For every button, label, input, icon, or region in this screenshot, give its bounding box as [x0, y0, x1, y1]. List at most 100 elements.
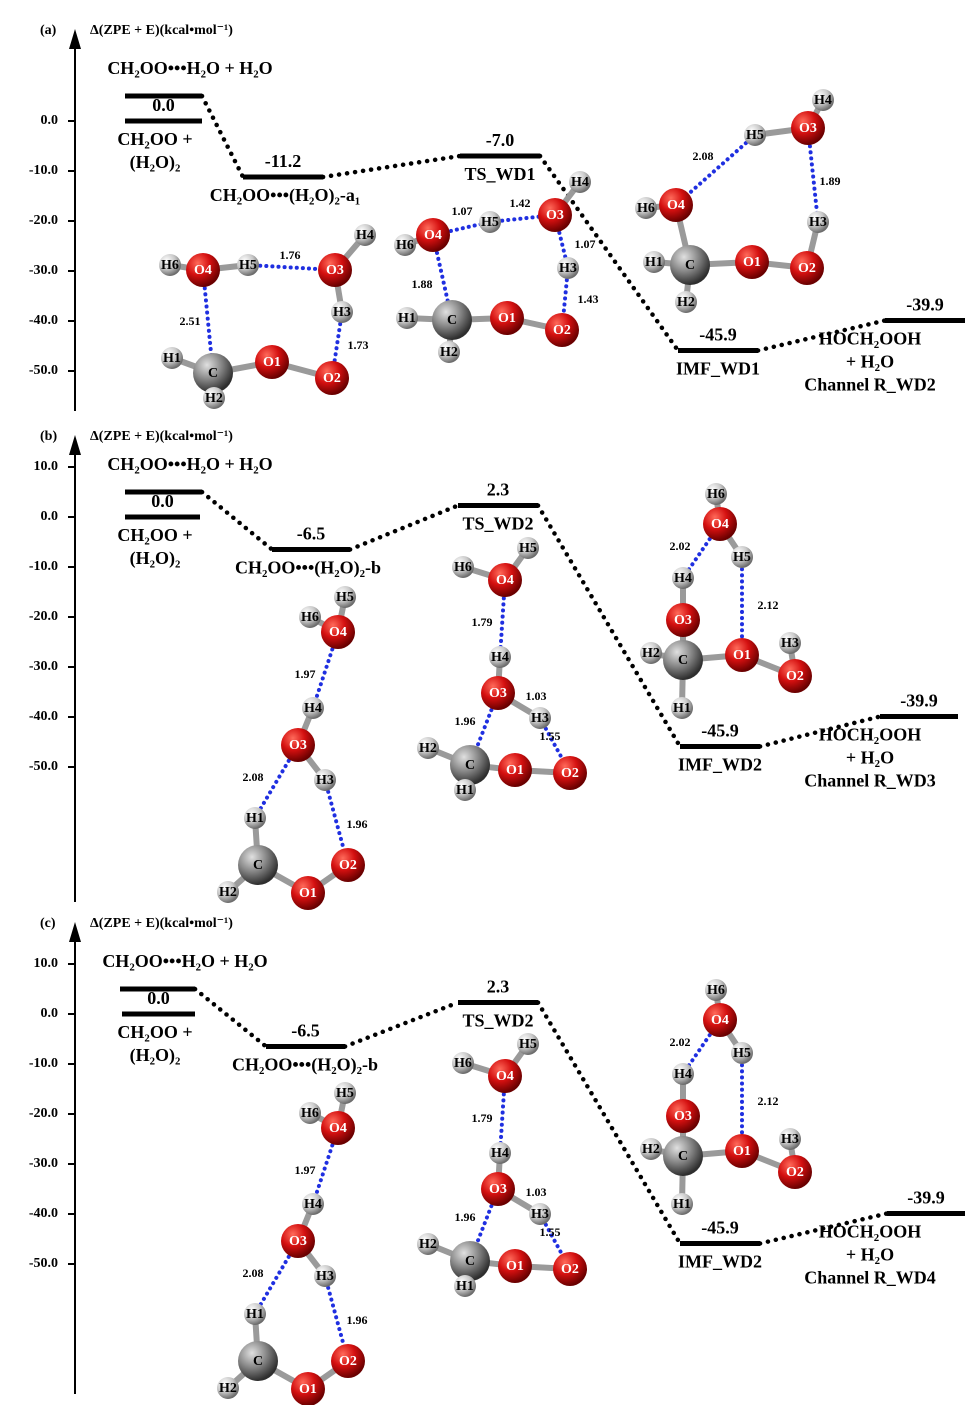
- atom-label: H3: [316, 1269, 334, 1284]
- atom-label: O4: [496, 1069, 514, 1084]
- level-name: CH₂OO•••H₂O + H₂O: [102, 951, 267, 971]
- atom-label: O3: [489, 686, 507, 701]
- atom-label: H6: [161, 258, 179, 273]
- y-tick-label: -50.0: [29, 1256, 58, 1271]
- bond-length: 1.96: [455, 714, 476, 728]
- atom-label: O3: [799, 121, 817, 136]
- atom-label: H1: [246, 1307, 264, 1322]
- atom-label: C: [447, 313, 457, 328]
- level-name: (H₂O)₂: [130, 1045, 181, 1066]
- y-axis-label: Δ(ZPE + E)(kcal•mol⁻¹): [90, 916, 233, 931]
- bond-length: 1.97: [295, 667, 316, 681]
- atom-label: H1: [456, 783, 474, 798]
- atom-label: H5: [519, 1037, 537, 1052]
- atom-label: H1: [673, 1197, 691, 1212]
- energy-value-label: -11.2: [265, 151, 302, 171]
- atom-label: H2: [677, 295, 695, 310]
- panel-label: (c): [40, 916, 56, 931]
- atom-label: O3: [289, 1234, 307, 1249]
- y-tick-label: -40.0: [29, 709, 58, 724]
- atom-label: H1: [456, 1279, 474, 1294]
- bond-length: 1.89: [820, 174, 841, 188]
- bond-length: 1.42: [510, 196, 531, 210]
- atom-label: H3: [333, 305, 351, 320]
- atom-label: H6: [396, 238, 414, 253]
- bond-length: 2.08: [693, 149, 714, 163]
- atom-label: C: [678, 1149, 688, 1164]
- atom-label: H1: [673, 701, 691, 716]
- atom-label: O1: [506, 763, 524, 778]
- bond-length: 2.12: [758, 598, 779, 612]
- bond-length: 1.43: [578, 292, 599, 306]
- level-name: CH₂OO +: [117, 525, 192, 545]
- y-tick-label: -50.0: [29, 759, 58, 774]
- y-tick-label: -10.0: [29, 163, 58, 178]
- atom-label: O2: [323, 371, 341, 386]
- energy-value-label: -6.5: [297, 524, 326, 544]
- atom-label: O4: [424, 228, 442, 243]
- atom-label: H3: [781, 1132, 799, 1147]
- atom-label: O4: [711, 1013, 729, 1028]
- atom-label: H6: [707, 487, 725, 502]
- panel-label: (a): [40, 23, 57, 38]
- atom-label: H2: [219, 885, 237, 900]
- atom-label: H4: [304, 1197, 322, 1212]
- level-name: TS_WD2: [462, 514, 533, 534]
- atom-label: H5: [481, 215, 499, 230]
- atom-label: O3: [546, 208, 564, 223]
- atom-label: H2: [419, 741, 437, 756]
- level-name: TS_WD2: [462, 1011, 533, 1031]
- atom-label: O4: [194, 263, 212, 278]
- atom-label: H2: [205, 391, 223, 406]
- y-tick-label: -20.0: [29, 213, 58, 228]
- atom-label: O2: [339, 858, 357, 873]
- atom-label: H1: [246, 811, 264, 826]
- atom-label: H3: [559, 261, 577, 276]
- level-name: + H₂O: [846, 352, 894, 372]
- y-tick-label: -30.0: [29, 1156, 58, 1171]
- atom-label: H3: [531, 711, 549, 726]
- energy-value-label: 2.3: [487, 480, 510, 500]
- bond-length: 1.96: [455, 1210, 476, 1224]
- atom-label: O2: [798, 261, 816, 276]
- atom-label: O1: [506, 1259, 524, 1274]
- energy-value-label: 2.3: [487, 977, 510, 997]
- atom-label: H6: [301, 610, 319, 625]
- bond-length: 2.08: [243, 770, 264, 784]
- atom-label: O2: [553, 323, 571, 338]
- bond-length: 1.73: [348, 338, 369, 352]
- level-name: IMF_WD2: [678, 755, 762, 775]
- atom-label: O1: [299, 886, 317, 901]
- level-name: CH₂OO +: [117, 129, 192, 149]
- y-tick-label: -30.0: [29, 659, 58, 674]
- atom-label: O4: [667, 198, 685, 213]
- energy-value-label: 0.0: [147, 988, 170, 1008]
- reaction-path: [538, 1003, 680, 1244]
- atom-label: H1: [398, 311, 416, 326]
- atom-label: O1: [733, 648, 751, 663]
- energy-value-label: 0.0: [152, 95, 175, 115]
- y-tick-label: 0.0: [41, 509, 59, 524]
- atom-label: H2: [419, 1237, 437, 1252]
- bond-length: 2.02: [670, 539, 691, 553]
- atom-label: H2: [219, 1381, 237, 1396]
- y-tick-label: -50.0: [29, 363, 58, 378]
- atom-label: C: [253, 858, 263, 873]
- atom-label: C: [678, 653, 688, 668]
- energy-value-label: -45.9: [701, 1218, 739, 1238]
- level-name: CH₂OO•••(H₂O)₂-b: [235, 558, 381, 579]
- level-name: + H₂O: [846, 748, 894, 768]
- bond-length: 1.96: [347, 817, 368, 831]
- atom-label: H4: [491, 650, 509, 665]
- atom-label: O2: [339, 1354, 357, 1369]
- y-tick-label: 10.0: [34, 956, 59, 971]
- energy-value-label: -6.5: [291, 1021, 320, 1041]
- atom-label: O4: [329, 1121, 347, 1136]
- atom-label: O2: [561, 766, 579, 781]
- atom-label: H5: [336, 1086, 354, 1101]
- reaction-path: [195, 989, 266, 1047]
- level-name: + H₂O: [846, 1245, 894, 1265]
- y-axis-label: Δ(ZPE + E)(kcal•mol⁻¹): [90, 429, 233, 444]
- atom-label: H4: [571, 175, 589, 190]
- atom-label: C: [465, 1254, 475, 1269]
